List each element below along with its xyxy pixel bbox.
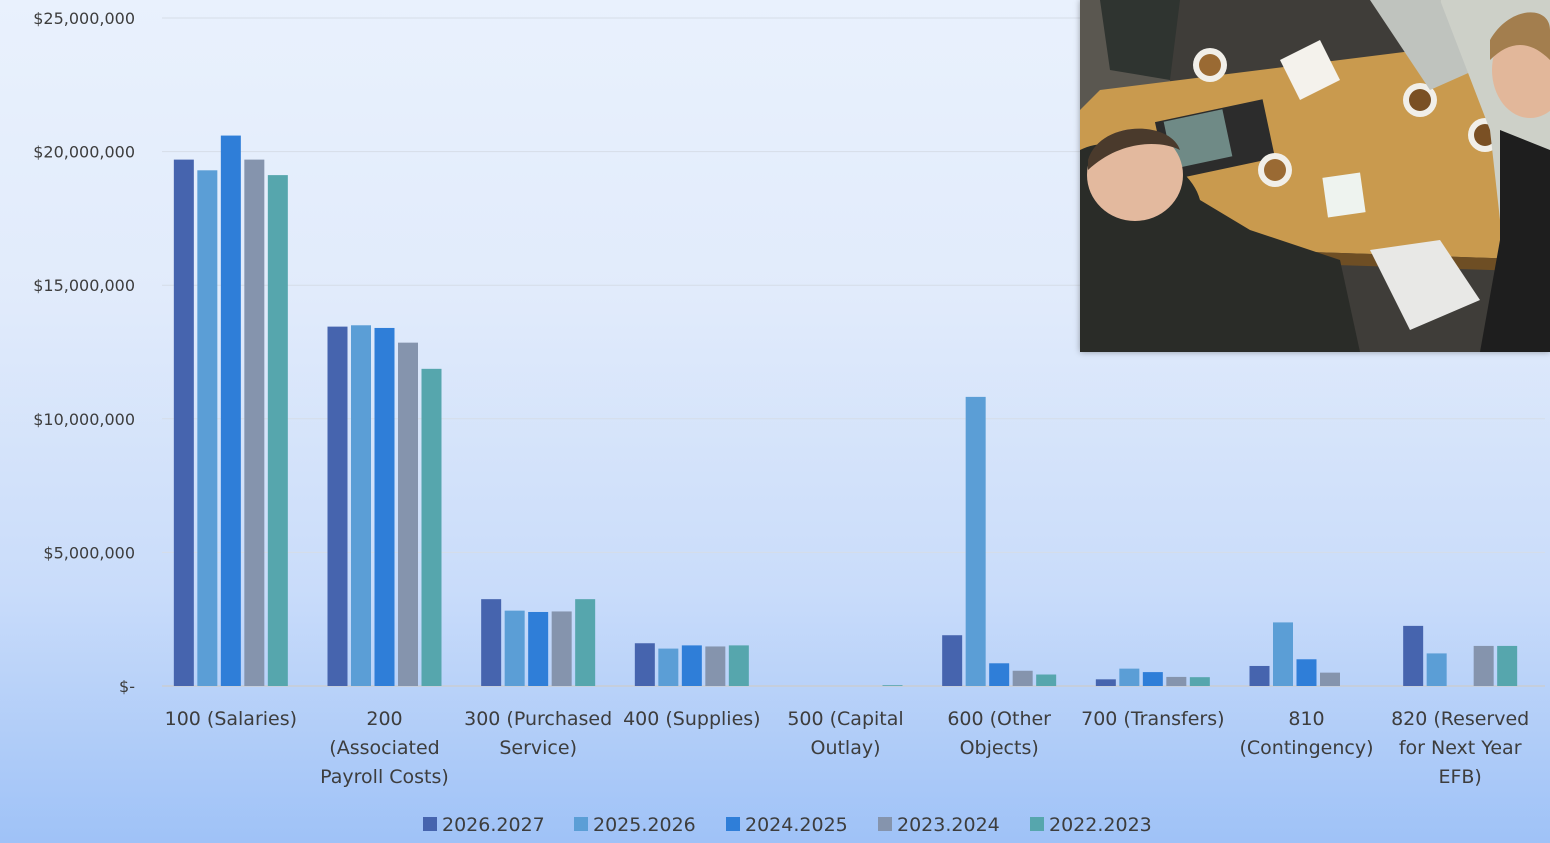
bar: [528, 611, 549, 686]
bar: [1142, 672, 1163, 686]
bar: [1296, 659, 1317, 686]
bar: [681, 645, 702, 686]
x-category-label: 500 (Capital Outlay): [787, 708, 903, 759]
legend-swatch: [726, 817, 740, 831]
bar: [1249, 665, 1270, 686]
x-category-label-line: (Contingency): [1239, 737, 1373, 759]
x-category-label: 820 (Reserved for Next Year EFB): [1391, 708, 1529, 788]
bar: [942, 635, 963, 686]
bar: [965, 396, 986, 686]
x-category-label-line: 400 (Supplies): [623, 708, 761, 730]
bar: [1473, 645, 1494, 686]
bar: [705, 646, 726, 686]
legend-label: 2022.2023: [1049, 814, 1152, 836]
bar: [1166, 676, 1187, 686]
bar: [1273, 622, 1293, 686]
bar: [1320, 672, 1340, 686]
bar: [173, 159, 194, 687]
bar: [1403, 625, 1424, 686]
x-category-label: 200 (Associated Payroll Costs): [320, 708, 449, 788]
bar: [575, 599, 596, 686]
y-tick-label: $15,000,000: [33, 276, 135, 295]
x-category-label: 300 (Purchased Service): [464, 708, 612, 759]
bar: [1189, 677, 1210, 686]
x-category-label-line: 700 (Transfers): [1081, 708, 1224, 730]
x-category-label-line: EFB): [1438, 766, 1481, 788]
legend-label: 2026.2027: [442, 814, 545, 836]
classroom-photo-illustration: [1080, 0, 1550, 352]
bar: [728, 645, 749, 686]
bar: [220, 135, 241, 686]
x-category-label-line: (Associated: [329, 737, 439, 759]
bar: [374, 327, 395, 686]
x-category-label: 700 (Transfers): [1081, 708, 1224, 730]
bar: [1497, 645, 1518, 686]
legend-label: 2024.2025: [745, 814, 848, 836]
bar: [989, 663, 1010, 686]
bar: [267, 175, 288, 687]
x-category-label-line: 500 (Capital: [787, 708, 903, 730]
bar: [197, 170, 218, 686]
bar: [658, 648, 679, 686]
bar: [244, 159, 265, 687]
bar: [398, 342, 418, 686]
x-category-label-line: Service): [499, 737, 577, 759]
bar: [1426, 653, 1447, 686]
bar: [551, 611, 572, 686]
bar: [1095, 679, 1116, 686]
legend-swatch: [423, 817, 437, 831]
x-category-label-line: 100 (Salaries): [165, 708, 297, 730]
x-category-label-line: 600 (Other: [947, 708, 1051, 730]
legend-label: 2025.2026: [593, 814, 696, 836]
bar: [1012, 670, 1033, 686]
x-category-label: 100 (Salaries): [165, 708, 297, 730]
legend: 2026.2027 2025.2026 2024.2025 2023.2024 2022…: [423, 814, 1152, 836]
y-axis-tick-labels: $- $5,000,000 $10,000,000 $15,000,000 $20,00…: [33, 9, 135, 696]
x-category-label: 400 (Supplies): [623, 708, 761, 730]
y-tick-label: $-: [119, 677, 135, 696]
x-category-label-line: 810: [1288, 708, 1324, 730]
bar: [351, 325, 371, 686]
y-tick-label: $20,000,000: [33, 143, 135, 162]
bar: [882, 685, 903, 686]
y-tick-label: $25,000,000: [33, 9, 135, 28]
y-tick-label: $10,000,000: [33, 410, 135, 429]
x-category-label-line: 200: [366, 708, 402, 730]
legend-label: 2023.2024: [897, 814, 1000, 836]
x-category-label-line: 820 (Reserved: [1391, 708, 1529, 730]
y-tick-label: $5,000,000: [43, 543, 135, 562]
bar: [327, 326, 348, 686]
legend-swatch: [878, 817, 892, 831]
x-category-label-line: 300 (Purchased: [464, 708, 612, 730]
legend-swatch: [1030, 817, 1044, 831]
legend-swatch: [574, 817, 588, 831]
x-axis-category-labels: 100 (Salaries) 200 (Associated Payroll Cost…: [165, 708, 1530, 788]
bars: [173, 135, 1518, 687]
x-category-label: 600 (Other Objects): [947, 708, 1051, 759]
bar: [1119, 668, 1140, 686]
bar: [504, 610, 525, 686]
x-category-label-line: Payroll Costs): [320, 766, 449, 788]
x-category-label: 810 (Contingency): [1239, 708, 1373, 759]
classroom-photo: [1080, 0, 1550, 352]
x-category-label-line: Objects): [960, 737, 1039, 759]
bar: [1036, 674, 1057, 686]
x-category-label-line: Outlay): [810, 737, 880, 759]
x-category-label-line: for Next Year: [1399, 737, 1522, 759]
bar: [481, 599, 502, 686]
bar: [421, 368, 442, 686]
bar: [634, 643, 655, 686]
